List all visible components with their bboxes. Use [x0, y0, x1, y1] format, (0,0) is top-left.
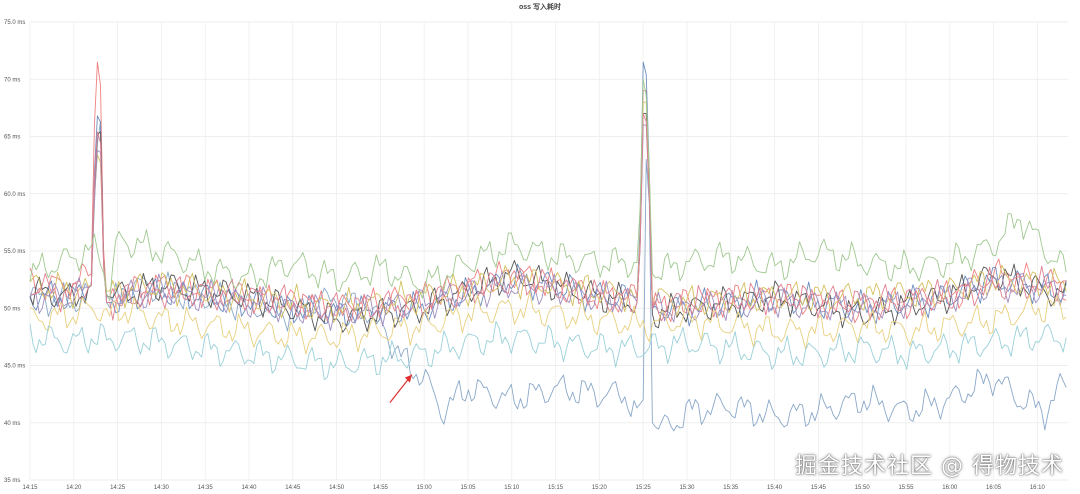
x-tick-label: 16:00	[942, 485, 958, 491]
y-axis: 35 ms 40 ms 45.0 ms 50 ms 55.0 ms 60.0 ms 65 m…	[4, 20, 25, 484]
x-tick-label: 15:15	[548, 485, 564, 491]
x-tick-label: 14:40	[241, 485, 257, 491]
x-tick-label: 16:05	[986, 485, 1002, 491]
x-tick-label: 15:50	[855, 485, 871, 491]
x-tick-label: 15:35	[723, 485, 739, 491]
series-line	[29, 124, 1067, 331]
grid	[29, 21, 1068, 481]
y-tick-label: 75.0 ms	[4, 20, 25, 26]
y-tick-label: 65 ms	[4, 135, 20, 141]
x-tick-label: 16:10	[1030, 485, 1046, 491]
y-tick-label: 40 ms	[4, 421, 20, 427]
series-line	[29, 121, 1067, 432]
y-tick-label: 60.0 ms	[4, 192, 25, 198]
series-group	[29, 61, 1067, 432]
x-tick-label: 14:55	[373, 485, 389, 491]
x-tick-label: 15:05	[460, 485, 476, 491]
x-tick-label: 15:30	[679, 485, 695, 491]
series-line	[29, 320, 1067, 381]
series-line	[29, 61, 1067, 324]
arrow-head	[404, 374, 412, 383]
annotation	[389, 374, 413, 404]
series-line	[29, 291, 1067, 355]
x-tick-label: 14:45	[285, 485, 301, 491]
x-tick-label: 15:25	[636, 485, 652, 491]
y-tick-label: 50 ms	[4, 306, 20, 312]
x-tick-label: 15:40	[767, 485, 783, 491]
x-tick-label: 15:00	[417, 485, 433, 491]
x-tick-label: 14:25	[110, 485, 126, 491]
x-tick-label: 14:20	[66, 485, 82, 491]
series-line	[29, 78, 1067, 301]
x-tick-label: 15:55	[898, 485, 914, 491]
x-tick-label: 14:15	[22, 485, 38, 491]
y-tick-label: 35 ms	[4, 478, 20, 484]
chart-title: oss 写入耗时	[519, 2, 561, 11]
y-tick-label: 55.0 ms	[4, 249, 25, 255]
x-tick-label: 15:20	[592, 485, 608, 491]
x-tick-label: 14:30	[154, 485, 170, 491]
y-tick-label: 70 ms	[4, 77, 20, 83]
x-axis: 14:15 14:20 14:25 14:30 14:35 14:40 14:45 14:50…	[22, 485, 1045, 491]
y-tick-label: 45.0 ms	[4, 364, 25, 370]
x-tick-label: 15:45	[811, 485, 827, 491]
watermark: 掘金技术社区 @ 得物技术	[795, 454, 1064, 479]
x-tick-label: 15:10	[504, 485, 520, 491]
x-tick-label: 14:50	[329, 485, 345, 491]
series-line	[29, 113, 1067, 322]
x-tick-label: 14:35	[198, 485, 214, 491]
series-line	[29, 101, 1067, 323]
series-line	[29, 61, 1067, 328]
